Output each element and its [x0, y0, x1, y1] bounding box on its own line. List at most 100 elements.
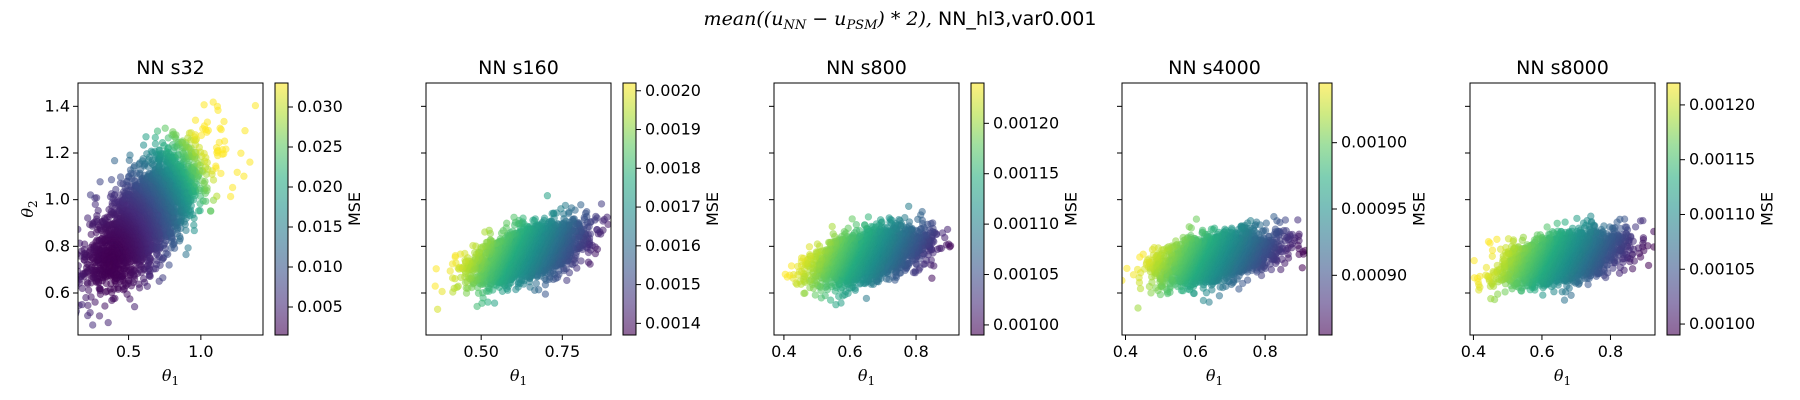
- scatter-point: [96, 290, 105, 298]
- scatter-point: [581, 209, 590, 218]
- scatter-point: [126, 295, 134, 303]
- scatter-point: [84, 286, 93, 294]
- scatter-point: [78, 301, 83, 309]
- scatter-point: [94, 206, 102, 215]
- scatter-point: [490, 299, 499, 307]
- scatter-point: [110, 157, 119, 165]
- scatter-point: [172, 131, 180, 139]
- scatter-point: [91, 298, 99, 306]
- scatter-point: [563, 276, 571, 285]
- x-tick-label: 0.5: [116, 342, 141, 361]
- scatter-point: [108, 296, 116, 305]
- scatter-point: [158, 139, 167, 147]
- y-axis-label: θ2: [18, 200, 40, 217]
- scatter-point: [212, 162, 220, 170]
- scatter-point: [88, 321, 97, 329]
- scatter-point: [220, 137, 229, 145]
- scatter-point: [78, 250, 81, 258]
- scatter-point: [228, 183, 237, 192]
- scatter-point: [95, 312, 104, 320]
- scatter-point: [59, 260, 66, 267]
- scatter-point: [548, 209, 556, 218]
- scatter-point: [190, 214, 198, 223]
- scatter-point: [142, 133, 150, 141]
- scatter-point: [497, 229, 506, 237]
- scatter-point: [503, 219, 511, 227]
- scatter-point: [130, 275, 139, 283]
- scatter-point: [196, 206, 204, 215]
- scatter-point: [200, 101, 208, 109]
- scatter-point: [217, 125, 225, 134]
- scatter-point: [93, 236, 101, 244]
- scatter-point: [532, 279, 540, 288]
- colorbar-tick-label: 0.010: [297, 257, 343, 276]
- y-tick-label: 0.6: [45, 283, 70, 302]
- scatter-point: [78, 239, 84, 247]
- scatter-point: [143, 282, 152, 290]
- scatter-point: [510, 213, 518, 222]
- scatter-point: [83, 311, 92, 320]
- scatter-points: [431, 192, 611, 313]
- scatter-point: [184, 244, 192, 252]
- scatter-point: [83, 278, 91, 287]
- scatter-point: [151, 140, 160, 148]
- scatter-point: [107, 190, 116, 198]
- scatter-point: [226, 192, 235, 201]
- scatter-point: [190, 221, 198, 229]
- scatter-point: [191, 131, 200, 139]
- scatter-point: [65, 275, 72, 282]
- scatter-point: [164, 250, 172, 259]
- colorbar-tick-label: 0.030: [297, 97, 343, 116]
- scatter-point: [70, 259, 77, 266]
- y-tick-label: 1.0: [45, 190, 70, 209]
- scatter-point: [201, 177, 209, 186]
- scatter-point: [78, 271, 82, 280]
- scatter-point: [195, 143, 204, 152]
- colorbar-gradient: [275, 83, 288, 335]
- scatter-point: [70, 273, 77, 280]
- y-tick-label: 1.4: [45, 96, 70, 115]
- scatter-point: [126, 151, 134, 159]
- scatter-point: [159, 274, 167, 282]
- scatter-point: [233, 168, 241, 177]
- scatter-point: [241, 126, 249, 135]
- scatter-point: [91, 200, 100, 209]
- scatter-point: [577, 201, 585, 209]
- scatter-point: [176, 234, 185, 243]
- scatter-point: [107, 176, 116, 184]
- scatter-point: [203, 184, 211, 192]
- scatter-point: [101, 302, 109, 310]
- scatter-point: [165, 261, 173, 269]
- scatter-point: [202, 197, 210, 206]
- scatter-point: [182, 250, 190, 259]
- scatter-point: [529, 216, 537, 224]
- scatter-point: [153, 127, 162, 135]
- y-tick-label: 0.8: [45, 236, 70, 255]
- scatter-point: [71, 288, 78, 295]
- scatter-point: [86, 244, 95, 252]
- scatter-point: [204, 126, 213, 135]
- scatter-point: [213, 192, 221, 200]
- scatter-point: [251, 101, 260, 110]
- scatter-point: [78, 225, 82, 234]
- scatter-point: [222, 145, 230, 153]
- scatter-point: [543, 192, 552, 200]
- subplot-1: 0.5 1.00.60.81.01.21.4NN s32θ1θ20.0050.01…: [18, 57, 364, 388]
- scatter-point: [584, 258, 593, 266]
- scatter-point: [87, 230, 95, 239]
- subplot-title: NN s32: [136, 57, 205, 79]
- scatter-point: [541, 290, 550, 298]
- scatter-point: [130, 303, 139, 311]
- colorbar-tick-label: 0.005: [297, 297, 343, 316]
- scatter-point: [182, 226, 190, 235]
- scatter-point: [220, 117, 228, 126]
- scatter-point: [147, 256, 155, 264]
- scatter-point: [139, 141, 148, 149]
- scatter-point: [83, 214, 92, 222]
- scatter-point: [240, 172, 248, 180]
- subplot-grid: 0.5 1.00.60.81.01.21.4NN s32θ1θ20.0050.01…: [18, 57, 1776, 388]
- scatter-point: [207, 207, 215, 215]
- scatter-point: [213, 102, 222, 111]
- scatter-point: [146, 272, 154, 280]
